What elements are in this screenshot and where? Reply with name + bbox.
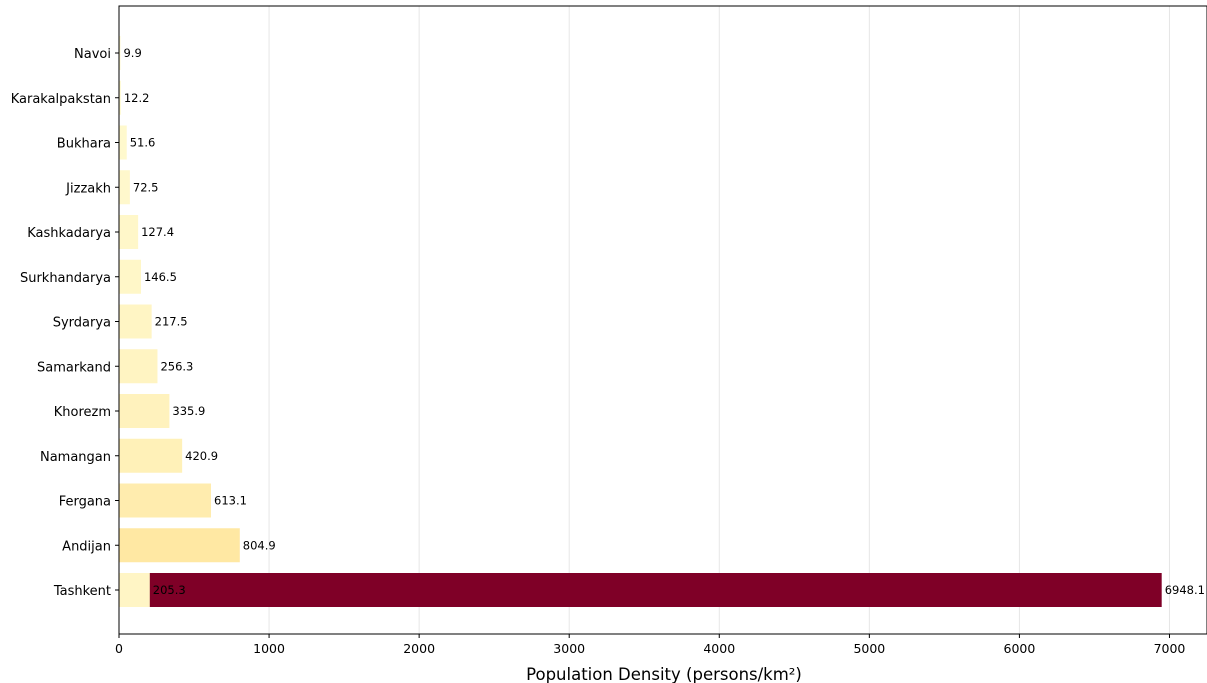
category-label: Surkhandarya — [20, 271, 111, 286]
x-tick-label: 0 — [115, 641, 123, 656]
category-label: Bukhara — [57, 137, 111, 152]
bar — [119, 438, 183, 473]
x-tick-labels: 0 1000 2000 3000 4000 5000 6000 7000 — [115, 634, 1185, 656]
data-label: 146.5 — [144, 270, 177, 284]
data-label: 256.3 — [160, 359, 193, 373]
bar — [119, 528, 240, 563]
bar — [119, 125, 127, 160]
data-label: 9.9 — [123, 46, 141, 60]
bar — [119, 304, 152, 339]
bar — [119, 215, 139, 249]
data-label: 804.9 — [243, 538, 276, 552]
bar — [119, 349, 158, 384]
x-tick-label: 4000 — [703, 641, 735, 656]
category-label: Samarkand — [37, 360, 111, 375]
category-label: Tashkent — [53, 584, 111, 599]
bar — [119, 573, 150, 607]
category-label: Namangan — [40, 450, 111, 465]
data-label: 6948.1 — [1165, 583, 1205, 597]
bar — [119, 170, 130, 205]
data-label: 12.2 — [124, 91, 150, 105]
bar-extra — [119, 573, 1162, 607]
data-label: 51.6 — [130, 136, 156, 150]
x-tick-label: 3000 — [553, 641, 585, 656]
category-label: Andijan — [62, 539, 111, 554]
x-tick-label: 5000 — [853, 641, 885, 656]
data-label: 335.9 — [172, 404, 205, 418]
category-label: Fergana — [59, 495, 111, 510]
value-labels: 6948.1 9.9 12.2 51.6 72.5 127.4 146.5 217.5 256.… — [123, 46, 1204, 597]
data-label: 72.5 — [133, 180, 159, 194]
data-label: 217.5 — [155, 315, 188, 329]
category-labels: Navoi Karakalpakstan Bukhara Jizzakh Kashkad… — [11, 47, 119, 599]
category-label: Jizzakh — [65, 181, 111, 196]
category-label: Karakalpakstan — [11, 92, 111, 107]
data-label: 205.3 — [153, 583, 186, 597]
x-tick-label: 7000 — [1154, 641, 1186, 656]
x-tick-label: 6000 — [1004, 641, 1036, 656]
bars — [119, 36, 1162, 607]
x-tick-label: 2000 — [403, 641, 435, 656]
data-label: 127.4 — [141, 225, 174, 239]
category-label: Navoi — [74, 47, 111, 62]
x-axis-title: Population Density (persons/km²) — [526, 665, 802, 683]
bar — [119, 394, 170, 428]
bar — [119, 483, 212, 518]
grid-lines — [268, 6, 1170, 634]
bar — [119, 36, 121, 70]
bar — [119, 259, 141, 294]
bar — [119, 80, 121, 115]
category-label: Khorezm — [54, 405, 111, 420]
data-label: 420.9 — [185, 449, 218, 463]
category-label: Syrdarya — [53, 316, 111, 331]
plot-frame — [118, 5, 1207, 635]
data-label: 613.1 — [214, 494, 247, 508]
category-label: Kashkadarya — [27, 226, 111, 241]
x-tick-label: 1000 — [253, 641, 285, 656]
